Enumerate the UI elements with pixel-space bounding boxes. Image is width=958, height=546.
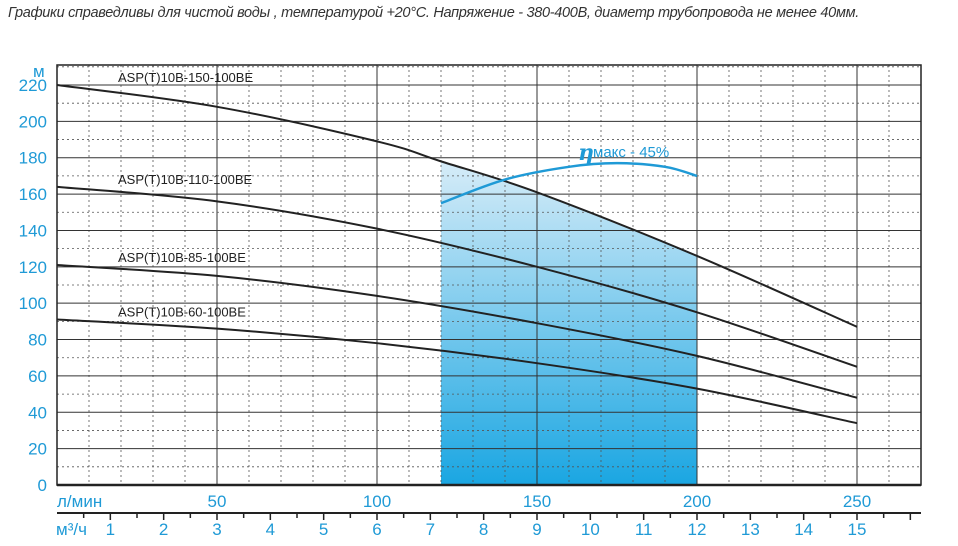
- x2-tick-label: 15: [848, 520, 867, 539]
- x-tick-label: 150: [523, 492, 551, 511]
- y-tick-label: 20: [28, 440, 47, 459]
- y-tick-label: 100: [19, 294, 47, 313]
- y-tick-label: 140: [19, 221, 47, 240]
- x2-tick-label: 5: [319, 520, 328, 539]
- x2-tick-label: 11: [635, 520, 653, 539]
- series-label: ASP(T)10B-85-100BE: [118, 250, 246, 265]
- y-axis-label: м: [33, 62, 45, 81]
- operating-range-shade: [441, 161, 697, 485]
- pump-curve-line: [56, 264, 858, 399]
- x2-tick-label: 14: [794, 520, 813, 539]
- chart-note: Графики справедливы для чистой воды , те…: [8, 5, 859, 21]
- y-tick-label: 160: [19, 185, 47, 204]
- efficiency-curve: [440, 161, 698, 205]
- y-tick-label: 220: [19, 76, 47, 95]
- x2-axis-label: м³/ч: [56, 520, 87, 539]
- pump-curve-line: [56, 185, 858, 368]
- series-label: ASP(T)10B-60-100BE: [118, 305, 246, 320]
- x2-tick-label: 3: [212, 520, 221, 539]
- x2-tick-label: 2: [159, 520, 168, 539]
- series-label: ASP(T)10B-110-100BE: [118, 172, 252, 187]
- pump-curve-line: [56, 84, 858, 328]
- x-tick-label: 200: [683, 492, 711, 511]
- x2-tick-label: 7: [426, 520, 435, 539]
- y-tick-label: 80: [28, 331, 47, 350]
- pump-curve-line: [56, 318, 858, 425]
- x2-tick-label: 4: [266, 520, 275, 539]
- x2-tick-label: 9: [532, 520, 541, 539]
- y-tick-label: 120: [19, 258, 47, 277]
- x-axis-label: л/мин: [57, 492, 102, 511]
- y-tick-label: 40: [28, 403, 47, 422]
- x2-tick-label: 6: [372, 520, 381, 539]
- efficiency-label: макс - 45%: [593, 144, 669, 161]
- y-tick-label: 200: [19, 112, 47, 131]
- efficiency-eta-label: η: [578, 140, 594, 166]
- x-tick-label: 100: [363, 492, 391, 511]
- x2-tick-label: 10: [581, 520, 600, 539]
- y-tick-label: 60: [28, 367, 47, 386]
- x2-tick-label: 12: [688, 520, 707, 539]
- series-label: ASP(T)10B-150-100BE: [118, 70, 253, 85]
- x-tick-label: 50: [208, 492, 227, 511]
- x2-tick-label: 13: [741, 520, 760, 539]
- x2-tick-label: 8: [479, 520, 488, 539]
- y-tick-label: 180: [19, 149, 47, 168]
- x-tick-label: 250: [843, 492, 871, 511]
- x2-tick-label: 1: [106, 520, 115, 539]
- y-tick-label: 0: [38, 476, 47, 495]
